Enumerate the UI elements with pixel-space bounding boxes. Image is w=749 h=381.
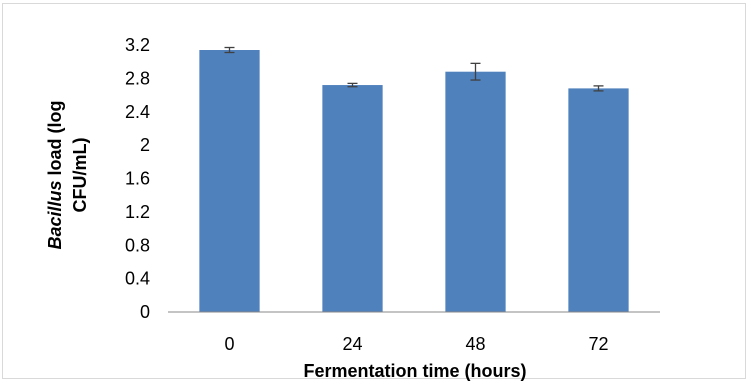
x-axis-ticks: 0 24 48 72 <box>224 334 608 354</box>
y-axis-title-italic: Bacillus <box>45 180 65 249</box>
bar <box>199 50 260 312</box>
y-axis-title: Bacillus load (log CFU/mL) <box>45 100 90 249</box>
x-tick-label: 0 <box>224 334 234 354</box>
x-tick-label: 48 <box>465 334 485 354</box>
x-tick-label: 24 <box>342 334 362 354</box>
error-bars <box>224 46 604 92</box>
svg-text:Bacillus load (log: Bacillus load (log <box>45 100 65 249</box>
bar <box>568 88 629 312</box>
y-tick-label: 2.8 <box>125 68 150 88</box>
x-axis-title: Fermentation time (hours) <box>303 361 526 381</box>
y-axis-ticks: 0 0.4 0.8 1.2 1.6 2 2.4 2.8 3.2 <box>125 35 150 322</box>
y-tick-label: 0.4 <box>125 269 150 289</box>
bar <box>322 85 383 312</box>
error-bar <box>593 85 604 92</box>
y-tick-label: 0.8 <box>125 235 150 255</box>
bars <box>199 50 629 312</box>
y-tick-label: 1.6 <box>125 169 150 189</box>
error-bar <box>470 62 481 81</box>
x-tick-label: 72 <box>588 334 608 354</box>
y-axis-title-line2: CFU/mL) <box>70 138 90 213</box>
bar <box>445 71 506 312</box>
y-tick-label: 0 <box>140 302 150 322</box>
y-axis-title-rest: load (log <box>45 100 65 180</box>
y-tick-label: 1.2 <box>125 202 150 222</box>
y-tick-label: 3.2 <box>125 35 150 55</box>
y-tick-label: 2 <box>140 135 150 155</box>
y-tick-label: 2.4 <box>125 102 150 122</box>
error-bar <box>347 82 358 88</box>
error-bar <box>224 46 235 54</box>
